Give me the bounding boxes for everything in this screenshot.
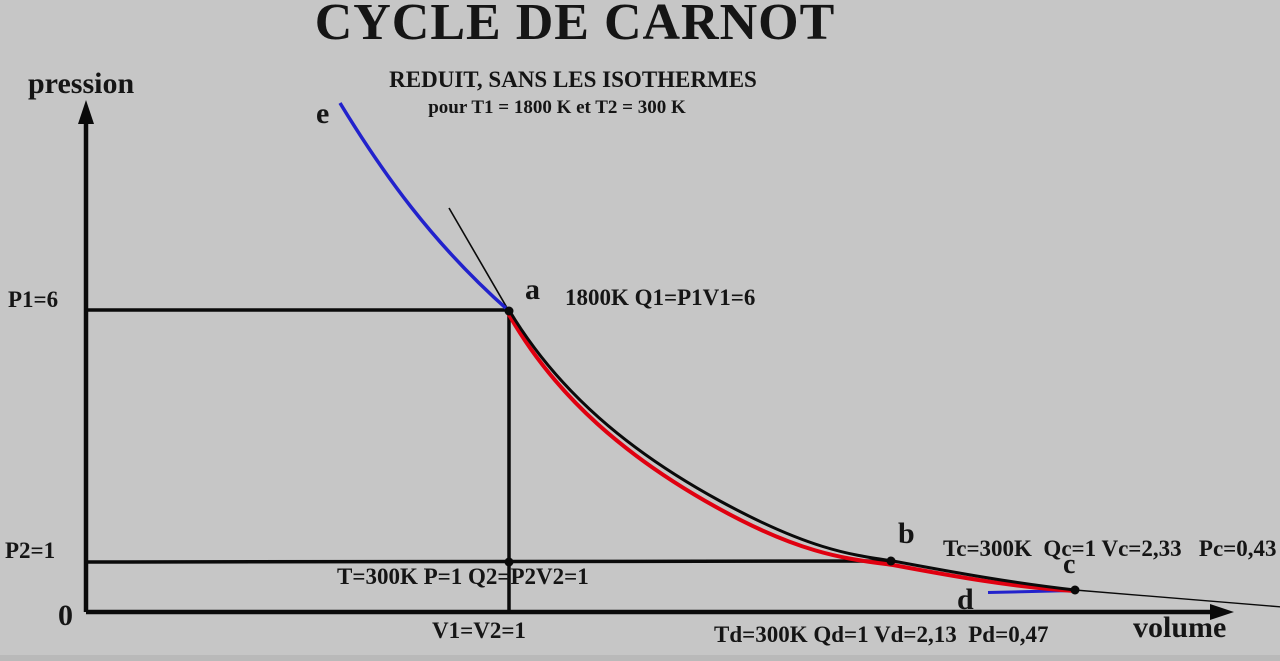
y-axis-arrow-icon <box>78 100 94 124</box>
v1-tick-label: V1=V2=1 <box>432 618 526 643</box>
point-b-marker <box>886 556 896 566</box>
tangent-line-beyond-c <box>1074 589 1280 608</box>
chart-subtitle: REDUIT, SANS LES ISOTHERMES <box>389 67 757 92</box>
chart-conditions: pour T1 = 1800 K et T2 = 300 K <box>428 97 686 118</box>
p2-guide-line <box>85 559 893 564</box>
annotation-isotherm-300k: T=300K P=1 Q2=P2V2=1 <box>337 564 589 589</box>
point-c-marker <box>1070 585 1080 595</box>
blue-curve-e-to-a <box>338 102 511 313</box>
point-c-label: c <box>1063 549 1076 580</box>
black-adiabatic-curve <box>507 309 1076 592</box>
annotation-point-a: 1800K Q1=P1V1=6 <box>565 285 756 310</box>
point-b-label: b <box>898 517 915 550</box>
annotation-point-d: Td=300K Qd=1 Vd=2,13 Pd=0,47 <box>714 622 1049 647</box>
p1-tick-label: P1=6 <box>8 287 59 312</box>
point-a-marker <box>504 306 514 316</box>
x-axis-label: volume <box>1133 611 1227 644</box>
page-title: CYCLE DE CARNOT <box>314 0 836 51</box>
y-axis-label: pression <box>28 67 135 100</box>
tangent-line-above-a <box>448 207 511 314</box>
x-axis-arrow-icon <box>1210 604 1234 620</box>
v1-p2-intersection-marker <box>504 557 514 567</box>
point-e-label: e <box>316 97 330 130</box>
point-d-label: d <box>957 583 974 616</box>
annotation-point-c: Tc=300K Qc=1 Vc=2,33 Pc=0,43 <box>943 536 1277 561</box>
point-a-label: a <box>525 273 540 306</box>
p2-tick-label: P2=1 <box>5 538 56 563</box>
red-adiabatic-curve <box>506 312 1076 593</box>
origin-label: 0 <box>58 599 73 632</box>
